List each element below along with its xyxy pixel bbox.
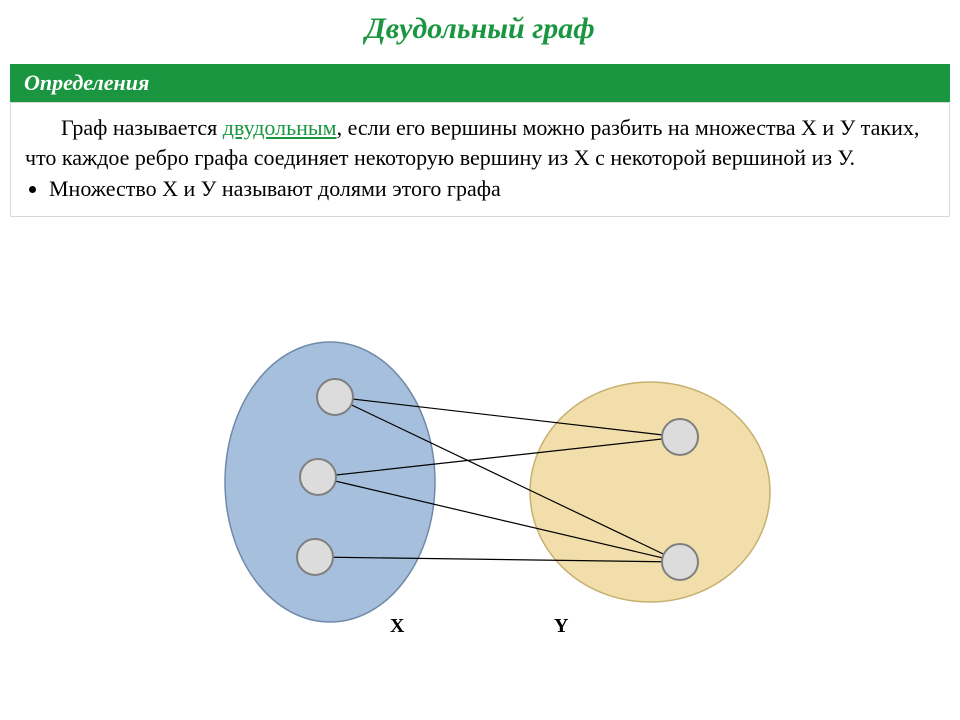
- node-x2: [300, 459, 336, 495]
- section-header-definitions: Определения: [10, 64, 950, 102]
- definition-box: Граф называется двудольным, если его вер…: [10, 102, 950, 217]
- bipartite-svg: XY: [0, 322, 960, 720]
- node-x3: [297, 539, 333, 575]
- definition-keyword: двудольным: [223, 115, 337, 140]
- page-title: Двудольный граф: [0, 12, 960, 46]
- definition-paragraph: Граф называется двудольным, если его вер…: [25, 113, 935, 172]
- set-y-ellipse: [530, 382, 770, 602]
- bipartite-diagram: XY: [0, 322, 960, 720]
- node-x1: [317, 379, 353, 415]
- set-y-label: Y: [554, 615, 569, 637]
- node-y2: [662, 544, 698, 580]
- definition-bullet: Множество Х и У называют долями этого гр…: [49, 174, 935, 204]
- definition-pre: Граф называется: [61, 115, 223, 140]
- set-x-label: X: [390, 615, 405, 637]
- node-y1: [662, 419, 698, 455]
